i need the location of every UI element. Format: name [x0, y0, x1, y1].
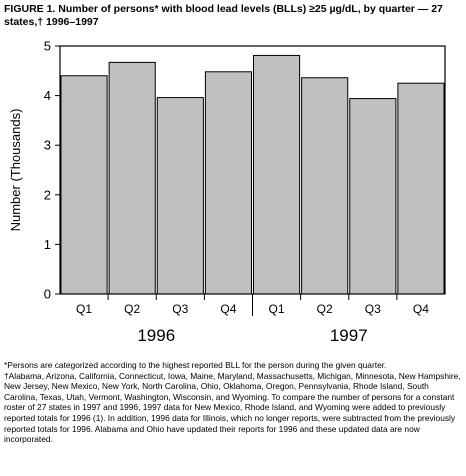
- y-axis-label: Number (Thousands): [8, 109, 23, 232]
- bar-1996-q3: [157, 98, 203, 294]
- bar-1996-q2: [109, 62, 155, 294]
- bars-layer: [61, 55, 444, 294]
- y-tick-label: 1: [44, 237, 51, 252]
- y-tick-label: 0: [44, 287, 51, 302]
- bar-1996-q4: [205, 72, 251, 294]
- bar-1996-q1: [61, 76, 107, 294]
- x-tick-label: Q3: [172, 302, 188, 316]
- group-label-1996: 1996: [137, 326, 175, 345]
- footnote-persons: *Persons are categorized according to th…: [4, 360, 462, 371]
- bar-1997-q2: [302, 78, 348, 294]
- bar-chart: 0 1 2 3 4 5 Q1 Q2 Q3 Q4 Q1 Q2 Q3 Q4 1996 1997 Number (T…: [0, 0, 466, 356]
- y-tick-label: 3: [44, 138, 51, 153]
- bar-1997-q3: [350, 99, 396, 294]
- x-tick-label: Q4: [220, 302, 236, 316]
- x-tick-label: Q2: [124, 302, 140, 316]
- x-tick-label: Q3: [365, 302, 381, 316]
- bar-1997-q1: [254, 55, 300, 294]
- group-label-1997: 1997: [330, 326, 368, 345]
- bar-1997-q4: [398, 83, 444, 294]
- y-tick-label: 4: [44, 88, 51, 103]
- footnote-states: †Alabama, Arizona, California, Connectic…: [4, 371, 462, 445]
- x-tick-label: Q2: [317, 302, 333, 316]
- y-tick-label: 2: [44, 187, 51, 202]
- x-tick-label: Q1: [76, 302, 92, 316]
- x-tick-label: Q1: [269, 302, 285, 316]
- y-tick-label: 5: [44, 39, 51, 54]
- x-tick-label: Q4: [413, 302, 429, 316]
- footnotes: *Persons are categorized according to th…: [4, 360, 462, 445]
